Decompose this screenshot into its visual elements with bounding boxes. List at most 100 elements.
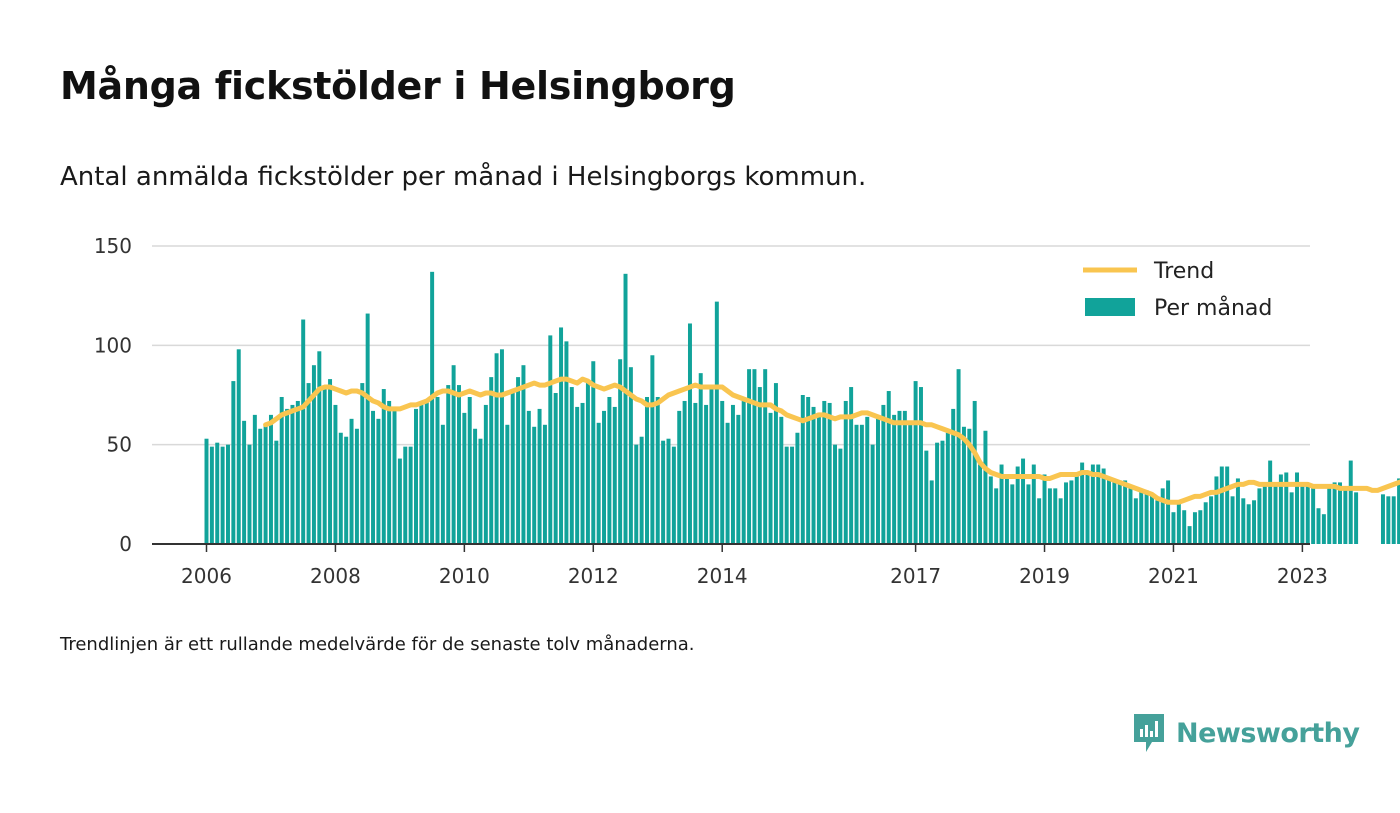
bar xyxy=(1209,496,1214,544)
bar xyxy=(526,410,531,544)
bar xyxy=(354,428,359,544)
x-tick-label-2010: 2010 xyxy=(439,564,490,588)
bar xyxy=(935,442,940,544)
bar xyxy=(618,359,623,544)
bar xyxy=(1316,508,1321,544)
bar xyxy=(1380,494,1385,544)
bar xyxy=(929,480,934,544)
brand-name: Newsworthy xyxy=(1176,717,1360,749)
bar xyxy=(1262,486,1267,544)
bar xyxy=(881,404,886,544)
bar xyxy=(301,319,306,544)
bar xyxy=(961,426,966,544)
bar xyxy=(1289,492,1294,544)
bar-series-per-manad xyxy=(204,271,1400,544)
bar xyxy=(1166,480,1171,544)
bar xyxy=(607,396,612,544)
bar xyxy=(1214,476,1219,544)
bar xyxy=(365,313,370,544)
bar xyxy=(854,424,859,544)
bar xyxy=(387,400,392,544)
bar xyxy=(478,438,483,544)
bar xyxy=(682,400,687,544)
bar xyxy=(671,446,676,544)
bar xyxy=(274,440,279,544)
bar xyxy=(687,323,692,544)
bar xyxy=(773,383,778,544)
bar xyxy=(510,393,515,544)
legend-per-manad-label: Per månad xyxy=(1154,295,1272,321)
bar xyxy=(328,379,333,544)
bar xyxy=(1026,484,1031,544)
bar xyxy=(376,418,381,544)
bar xyxy=(542,424,547,544)
bar xyxy=(1031,464,1036,544)
bar xyxy=(559,327,564,544)
bar xyxy=(1198,510,1203,544)
legend-trend-label: Trend xyxy=(1153,259,1214,284)
bar xyxy=(1107,478,1111,544)
x-tick-label-2008: 2008 xyxy=(310,564,361,588)
bar xyxy=(1327,488,1332,544)
x-tick-label-2019: 2019 xyxy=(1019,564,1070,588)
bar xyxy=(473,428,478,544)
bar xyxy=(489,377,494,544)
bar xyxy=(209,446,214,544)
bar xyxy=(516,377,521,544)
bar xyxy=(725,422,730,544)
bar xyxy=(242,420,247,544)
bar xyxy=(1386,496,1391,544)
bar xyxy=(1338,482,1342,544)
bar xyxy=(285,408,290,544)
bar xyxy=(897,410,902,544)
bar xyxy=(1074,472,1079,544)
bar xyxy=(806,396,811,544)
bar xyxy=(349,418,354,544)
x-tick-label-2023: 2023 xyxy=(1277,564,1328,588)
trend-line xyxy=(263,376,1400,505)
bar xyxy=(322,389,327,544)
bar xyxy=(698,373,703,544)
bar xyxy=(306,383,311,544)
bar xyxy=(994,488,999,544)
bar xyxy=(741,398,746,544)
bar xyxy=(591,361,596,544)
bar xyxy=(226,444,230,544)
bar xyxy=(204,438,209,544)
bar xyxy=(1230,496,1235,544)
y-tick-label-0: 0 xyxy=(119,532,132,556)
footnote: Trendlinjen är ett rullande medelvärde f… xyxy=(60,634,695,655)
bar xyxy=(1047,488,1052,544)
bar xyxy=(596,422,601,544)
bar xyxy=(1096,464,1101,544)
bar xyxy=(978,464,983,544)
bar xyxy=(1112,482,1117,544)
bar xyxy=(628,367,633,544)
bar xyxy=(1155,500,1160,544)
bar xyxy=(457,385,461,544)
y-axis-labels: 0 50 100 150 xyxy=(94,234,132,556)
bar xyxy=(704,404,709,544)
bar xyxy=(999,464,1004,544)
bar xyxy=(392,408,397,544)
bar xyxy=(693,402,698,544)
bar xyxy=(1064,482,1068,544)
bar xyxy=(967,428,972,544)
bar xyxy=(1004,474,1009,544)
bar xyxy=(1235,478,1240,544)
bar xyxy=(908,420,913,544)
bar xyxy=(1241,498,1246,544)
bar xyxy=(940,440,945,544)
bar xyxy=(757,387,762,544)
y-tick-label-150: 150 xyxy=(94,234,132,258)
bar xyxy=(1182,510,1187,544)
bar xyxy=(795,432,800,544)
bar xyxy=(1176,502,1181,544)
bar xyxy=(714,301,719,544)
line-series-trend xyxy=(263,376,1400,505)
bar xyxy=(1295,472,1299,544)
bar xyxy=(1139,490,1144,544)
bar xyxy=(371,410,376,544)
bar xyxy=(1042,474,1047,544)
